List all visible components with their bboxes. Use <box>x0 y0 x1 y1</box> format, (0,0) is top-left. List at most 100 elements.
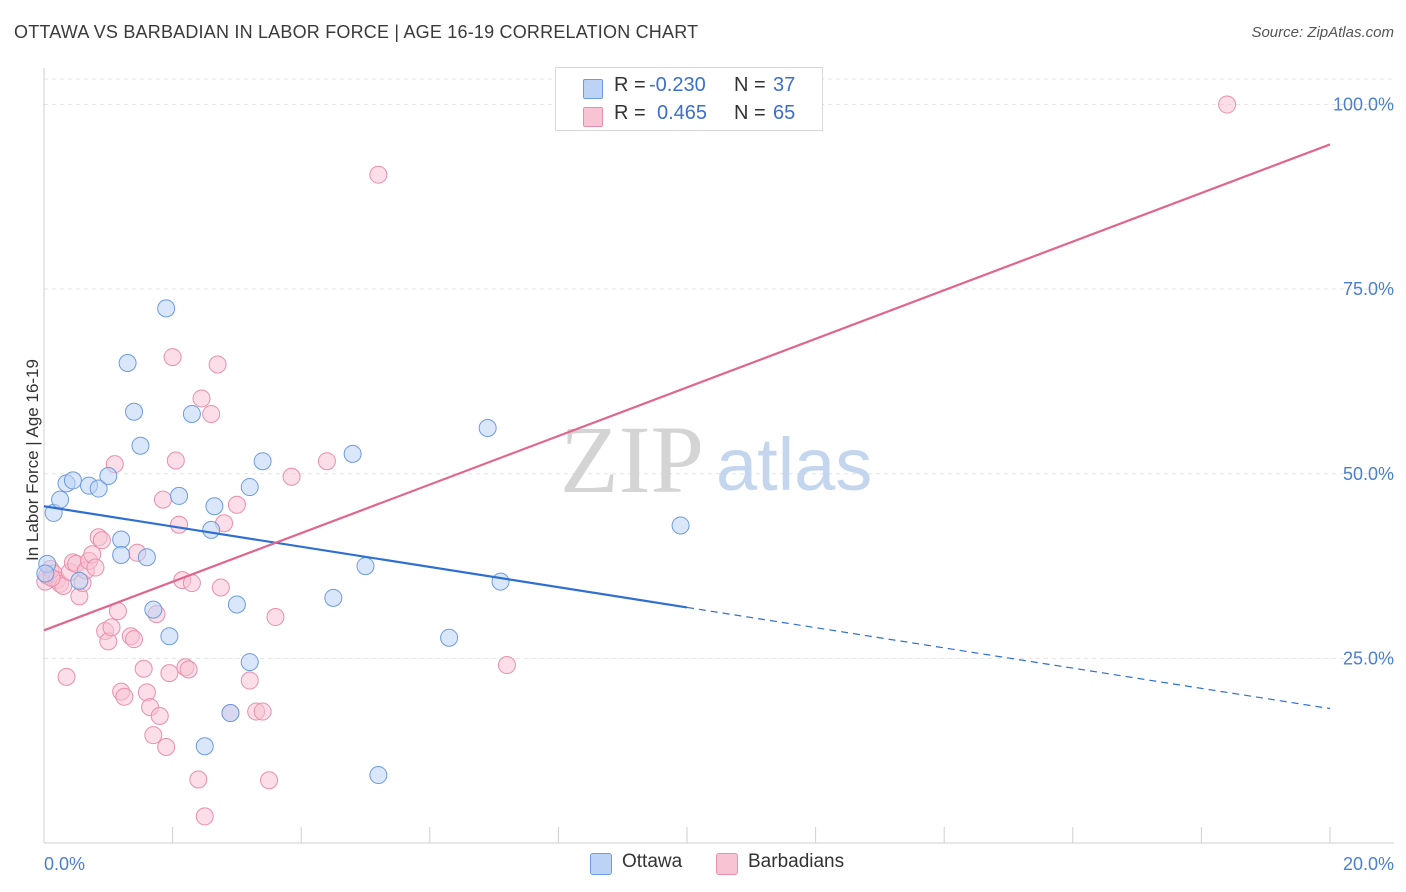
watermark: ZIP atlas <box>560 406 872 513</box>
barbadian-point <box>144 726 163 745</box>
ottawa-point <box>131 436 150 455</box>
chart-title: OTTAWA VS BARBADIAN IN LABOR FORCE | AGE… <box>14 22 699 42</box>
y-tick-label: 50.0% <box>1343 464 1394 484</box>
axes <box>43 68 1394 844</box>
ottawa-point <box>51 490 70 509</box>
trend-lines <box>43 143 1331 710</box>
ottawa-legend-swatch <box>590 853 612 875</box>
ottawa-point <box>70 571 89 590</box>
ottawa-point <box>160 627 179 646</box>
barbadian-point <box>497 656 516 675</box>
barbadian-point <box>166 451 185 470</box>
ottawa-point <box>99 466 118 485</box>
barbadians-legend-swatch <box>716 853 738 875</box>
barbadian-point <box>115 687 134 706</box>
ottawa-swatch <box>583 79 603 99</box>
ottawa-point <box>125 402 144 421</box>
barbadian-point <box>163 348 182 367</box>
legend-r-value-barbadians: 0.465 <box>657 102 708 124</box>
ottawa-point <box>144 600 163 619</box>
legend-row-barbadians: R = 0.465 N = 65 <box>556 102 822 130</box>
barbadian-point <box>86 558 105 577</box>
barbadian-point <box>57 667 76 686</box>
ottawa-point <box>491 572 510 591</box>
barbadian-point <box>189 770 208 789</box>
ottawa-trend-line-dashed <box>686 606 1331 710</box>
ottawa-point <box>440 628 459 647</box>
ottawa-point <box>36 564 55 583</box>
barbadian-point <box>179 660 198 679</box>
ottawa-point <box>205 497 224 516</box>
ottawa-point <box>671 516 690 535</box>
data-points <box>36 95 1237 826</box>
ottawa-point <box>170 486 189 505</box>
barbadian-point <box>170 515 189 534</box>
legend-n-label: N = <box>734 102 766 124</box>
legend-n-value-barbadians: 65 <box>773 102 796 124</box>
ottawa-point <box>478 418 497 437</box>
legend-r-value-ottawa: -0.230 <box>649 74 706 96</box>
barbadian-point <box>240 671 259 690</box>
ottawa-point <box>240 478 259 497</box>
ottawa-point <box>112 530 131 549</box>
barbadian-point <box>153 490 172 509</box>
ottawa-legend-label: Ottawa <box>622 851 683 872</box>
ottawa-point <box>253 452 272 471</box>
ottawa-point <box>240 653 259 672</box>
ottawa-point <box>343 444 362 463</box>
ottawa-point <box>202 520 221 539</box>
barbadian-point <box>211 578 230 597</box>
barbadian-point <box>202 404 221 423</box>
ottawa-point <box>89 479 108 498</box>
ottawa-point <box>157 299 176 318</box>
x-tick-label-min: 0.0% <box>44 854 85 874</box>
legend-r-label: R = <box>614 102 646 124</box>
legend-row-ottawa: R = -0.230 N = 37 <box>556 74 822 102</box>
barbadian-point <box>1218 95 1237 114</box>
barbadians-legend-label: Barbadians <box>748 851 845 872</box>
ottawa-point <box>63 471 82 490</box>
ottawa-point <box>324 588 343 607</box>
barbadian-point <box>125 630 144 649</box>
ottawa-point <box>118 354 137 372</box>
legend-r-label: R = <box>614 74 646 96</box>
barbadian-point <box>150 706 169 725</box>
y-tick-label: 75.0% <box>1343 279 1394 299</box>
ottawa-trend-line <box>43 505 688 609</box>
watermark-atlas: atlas <box>716 423 872 506</box>
barbadian-point <box>157 738 176 756</box>
ottawa-point <box>221 704 240 723</box>
barbadian-point <box>266 608 285 627</box>
gridlines <box>44 78 1394 659</box>
tick-labels: 0.0% 20.0% 25.0% 50.0% 75.0% 100.0% <box>44 95 1394 874</box>
ottawa-point <box>137 548 156 567</box>
ottawa-point <box>369 766 388 785</box>
ottawa-point <box>112 546 131 564</box>
barbadian-point <box>192 389 211 408</box>
barbadian-point <box>253 702 272 721</box>
barbadian-point <box>160 664 179 683</box>
barbadians-swatch <box>583 107 603 127</box>
barbadian-point <box>282 467 301 486</box>
barbadian-trend-line <box>43 143 1331 632</box>
y-tick-label: 100.0% <box>1333 95 1394 115</box>
correlation-legend: R = -0.230 N = 37 R = 0.465 N = 65 <box>555 67 823 131</box>
barbadian-point <box>102 618 121 637</box>
barbadian-point <box>208 355 227 374</box>
barbadian-point <box>260 771 279 790</box>
watermark-zip: ZIP <box>560 406 704 513</box>
legend-n-value-ottawa: 37 <box>773 74 796 96</box>
y-tick-label: 25.0% <box>1343 648 1394 668</box>
ottawa-point <box>195 737 214 756</box>
legend-n-label: N = <box>734 74 766 96</box>
barbadian-point <box>369 165 388 184</box>
ottawa-point <box>356 557 375 576</box>
barbadian-point <box>227 495 246 514</box>
source-credit: Source: ZipAtlas.com <box>1251 24 1394 41</box>
ottawa-point <box>227 595 246 614</box>
x-tick-label-max: 20.0% <box>1343 854 1394 874</box>
barbadian-point <box>134 659 153 678</box>
barbadian-point <box>195 807 214 826</box>
ottawa-point <box>182 404 201 423</box>
